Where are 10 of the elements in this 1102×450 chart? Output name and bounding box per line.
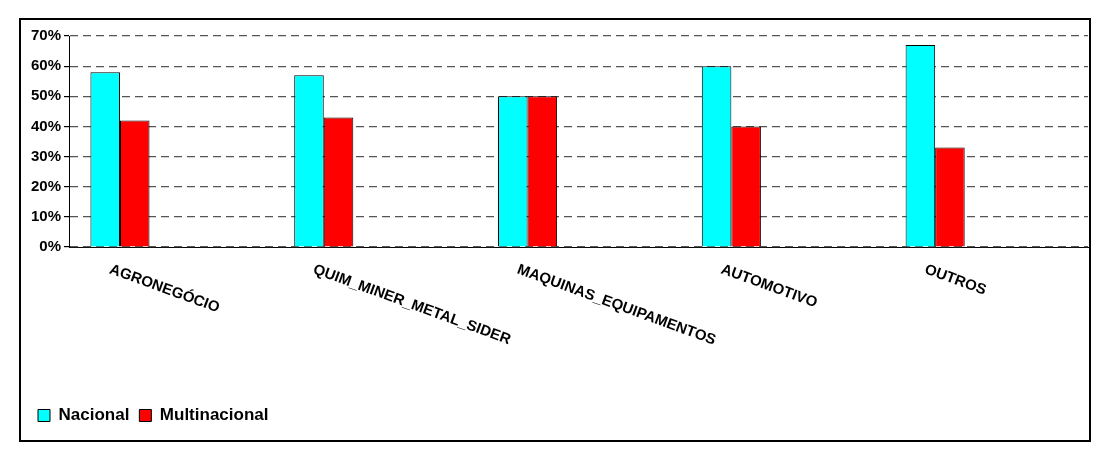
y-tick-label: 50%	[30, 86, 62, 104]
y-tick-label: 10%	[30, 207, 62, 224]
y-tick-label: 30%	[30, 146, 62, 164]
y-tick-label: 20%	[30, 176, 62, 194]
legend-label: Nacional	[58, 405, 130, 425]
y-tick-label: 70%	[30, 26, 62, 44]
y-tick-label: 60%	[30, 56, 62, 74]
y-tick-label: 0%	[39, 237, 62, 255]
legend-label: Multinacional	[159, 405, 269, 425]
y-tick-label: 40%	[30, 116, 62, 134]
